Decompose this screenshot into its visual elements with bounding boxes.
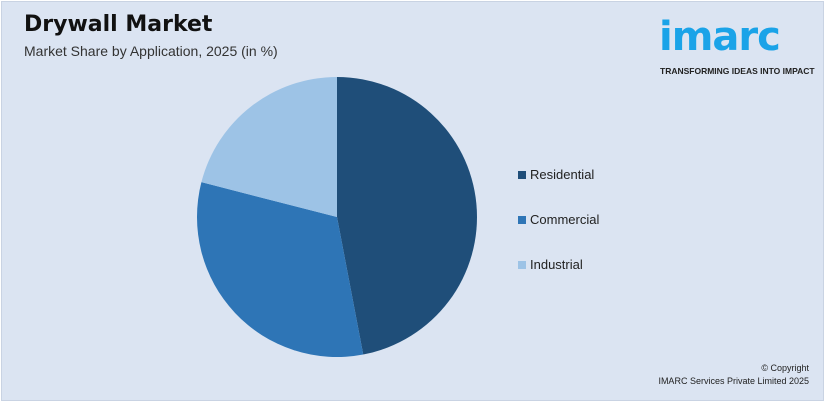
legend-item-residential: Residential xyxy=(518,152,599,197)
copyright-label: © Copyright xyxy=(761,363,809,373)
legend-item-industrial: Industrial xyxy=(518,242,599,287)
legend-swatch xyxy=(518,170,526,179)
legend-label: Industrial xyxy=(530,256,583,272)
legend-label: Residential xyxy=(530,166,595,182)
legend: Residential Commercial Industrial xyxy=(518,152,599,287)
legend-swatch xyxy=(518,260,526,269)
pie-slice-residential xyxy=(337,77,478,355)
pie-slice-commercial xyxy=(197,182,364,357)
chart-title: Drywall Market xyxy=(24,12,213,37)
copyright: © Copyright IMARC Services Private Limit… xyxy=(658,362,809,388)
imarc-logo: imarc TRANSFORMING IDEAS INTO IMPACT xyxy=(657,8,822,84)
pie-slice-industrial xyxy=(201,77,337,217)
logo-tagline: TRANSFORMING IDEAS INTO IMPACT xyxy=(660,66,815,76)
copyright-company: IMARC Services Private Limited 2025 xyxy=(658,376,809,386)
legend-item-commercial: Commercial xyxy=(518,197,599,242)
legend-swatch xyxy=(518,215,526,224)
legend-label: Commercial xyxy=(530,211,600,227)
logo-wordmark: imarc xyxy=(659,14,781,60)
chart-subtitle: Market Share by Application, 2025 (in %) xyxy=(24,43,278,59)
